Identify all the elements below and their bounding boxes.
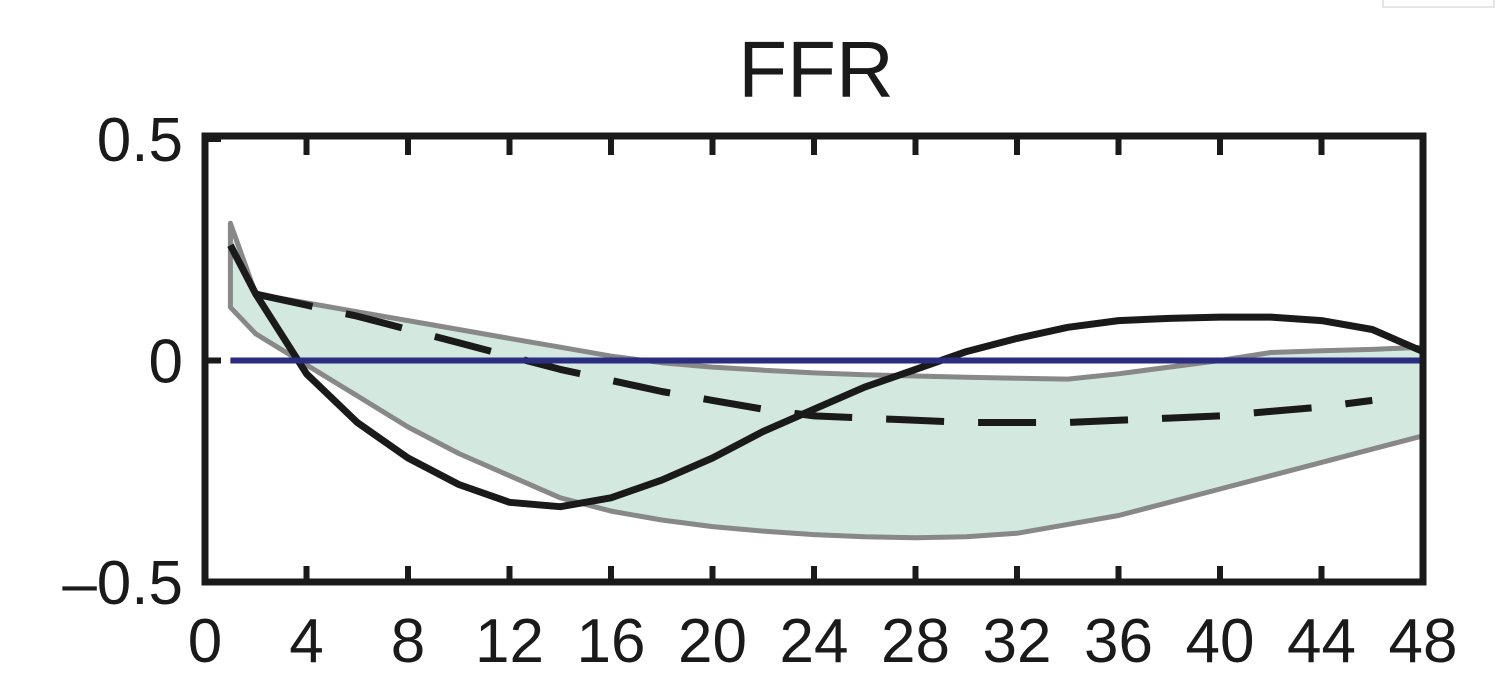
x-tick-label: 32 [983, 607, 1052, 676]
x-tick-label: 44 [1287, 607, 1356, 676]
y-tick-label: 0.5 [97, 106, 183, 175]
y-tick-labels: –0.5 0 0.5 [62, 106, 183, 618]
solid-response-line [227, 243, 1425, 511]
y-tick-label: –0.5 [62, 549, 183, 618]
x-tick-label: 28 [881, 607, 950, 676]
confidence-band-area [227, 220, 1426, 541]
x-tick-labels: 0 4 8 12 16 20 24 28 32 36 40 44 48 [188, 607, 1458, 676]
x-tick-label: 24 [780, 607, 849, 676]
x-tick-label: 40 [1186, 607, 1255, 676]
x-tick-label: 12 [475, 607, 544, 676]
x-tick-label: 16 [577, 607, 646, 676]
x-tick-label: 0 [188, 607, 222, 676]
x-tick-label: 48 [1389, 607, 1458, 676]
dashed-response-line [255, 290, 1373, 426]
x-tick-label: 8 [391, 607, 425, 676]
corner-frame [1382, 0, 1495, 8]
ticks [202, 136, 1426, 585]
series-layer [227, 243, 1425, 511]
x-tick-label: 20 [678, 607, 747, 676]
chart-title: FFR [738, 25, 894, 114]
confidence-band [227, 220, 1426, 541]
x-tick-label: 36 [1084, 607, 1153, 676]
x-tick-label: 4 [289, 607, 323, 676]
y-tick-label: 0 [149, 328, 183, 397]
